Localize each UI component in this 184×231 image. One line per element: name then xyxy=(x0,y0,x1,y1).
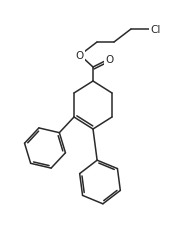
Text: O: O xyxy=(76,51,84,61)
Text: Cl: Cl xyxy=(150,25,160,35)
Text: O: O xyxy=(105,55,113,65)
